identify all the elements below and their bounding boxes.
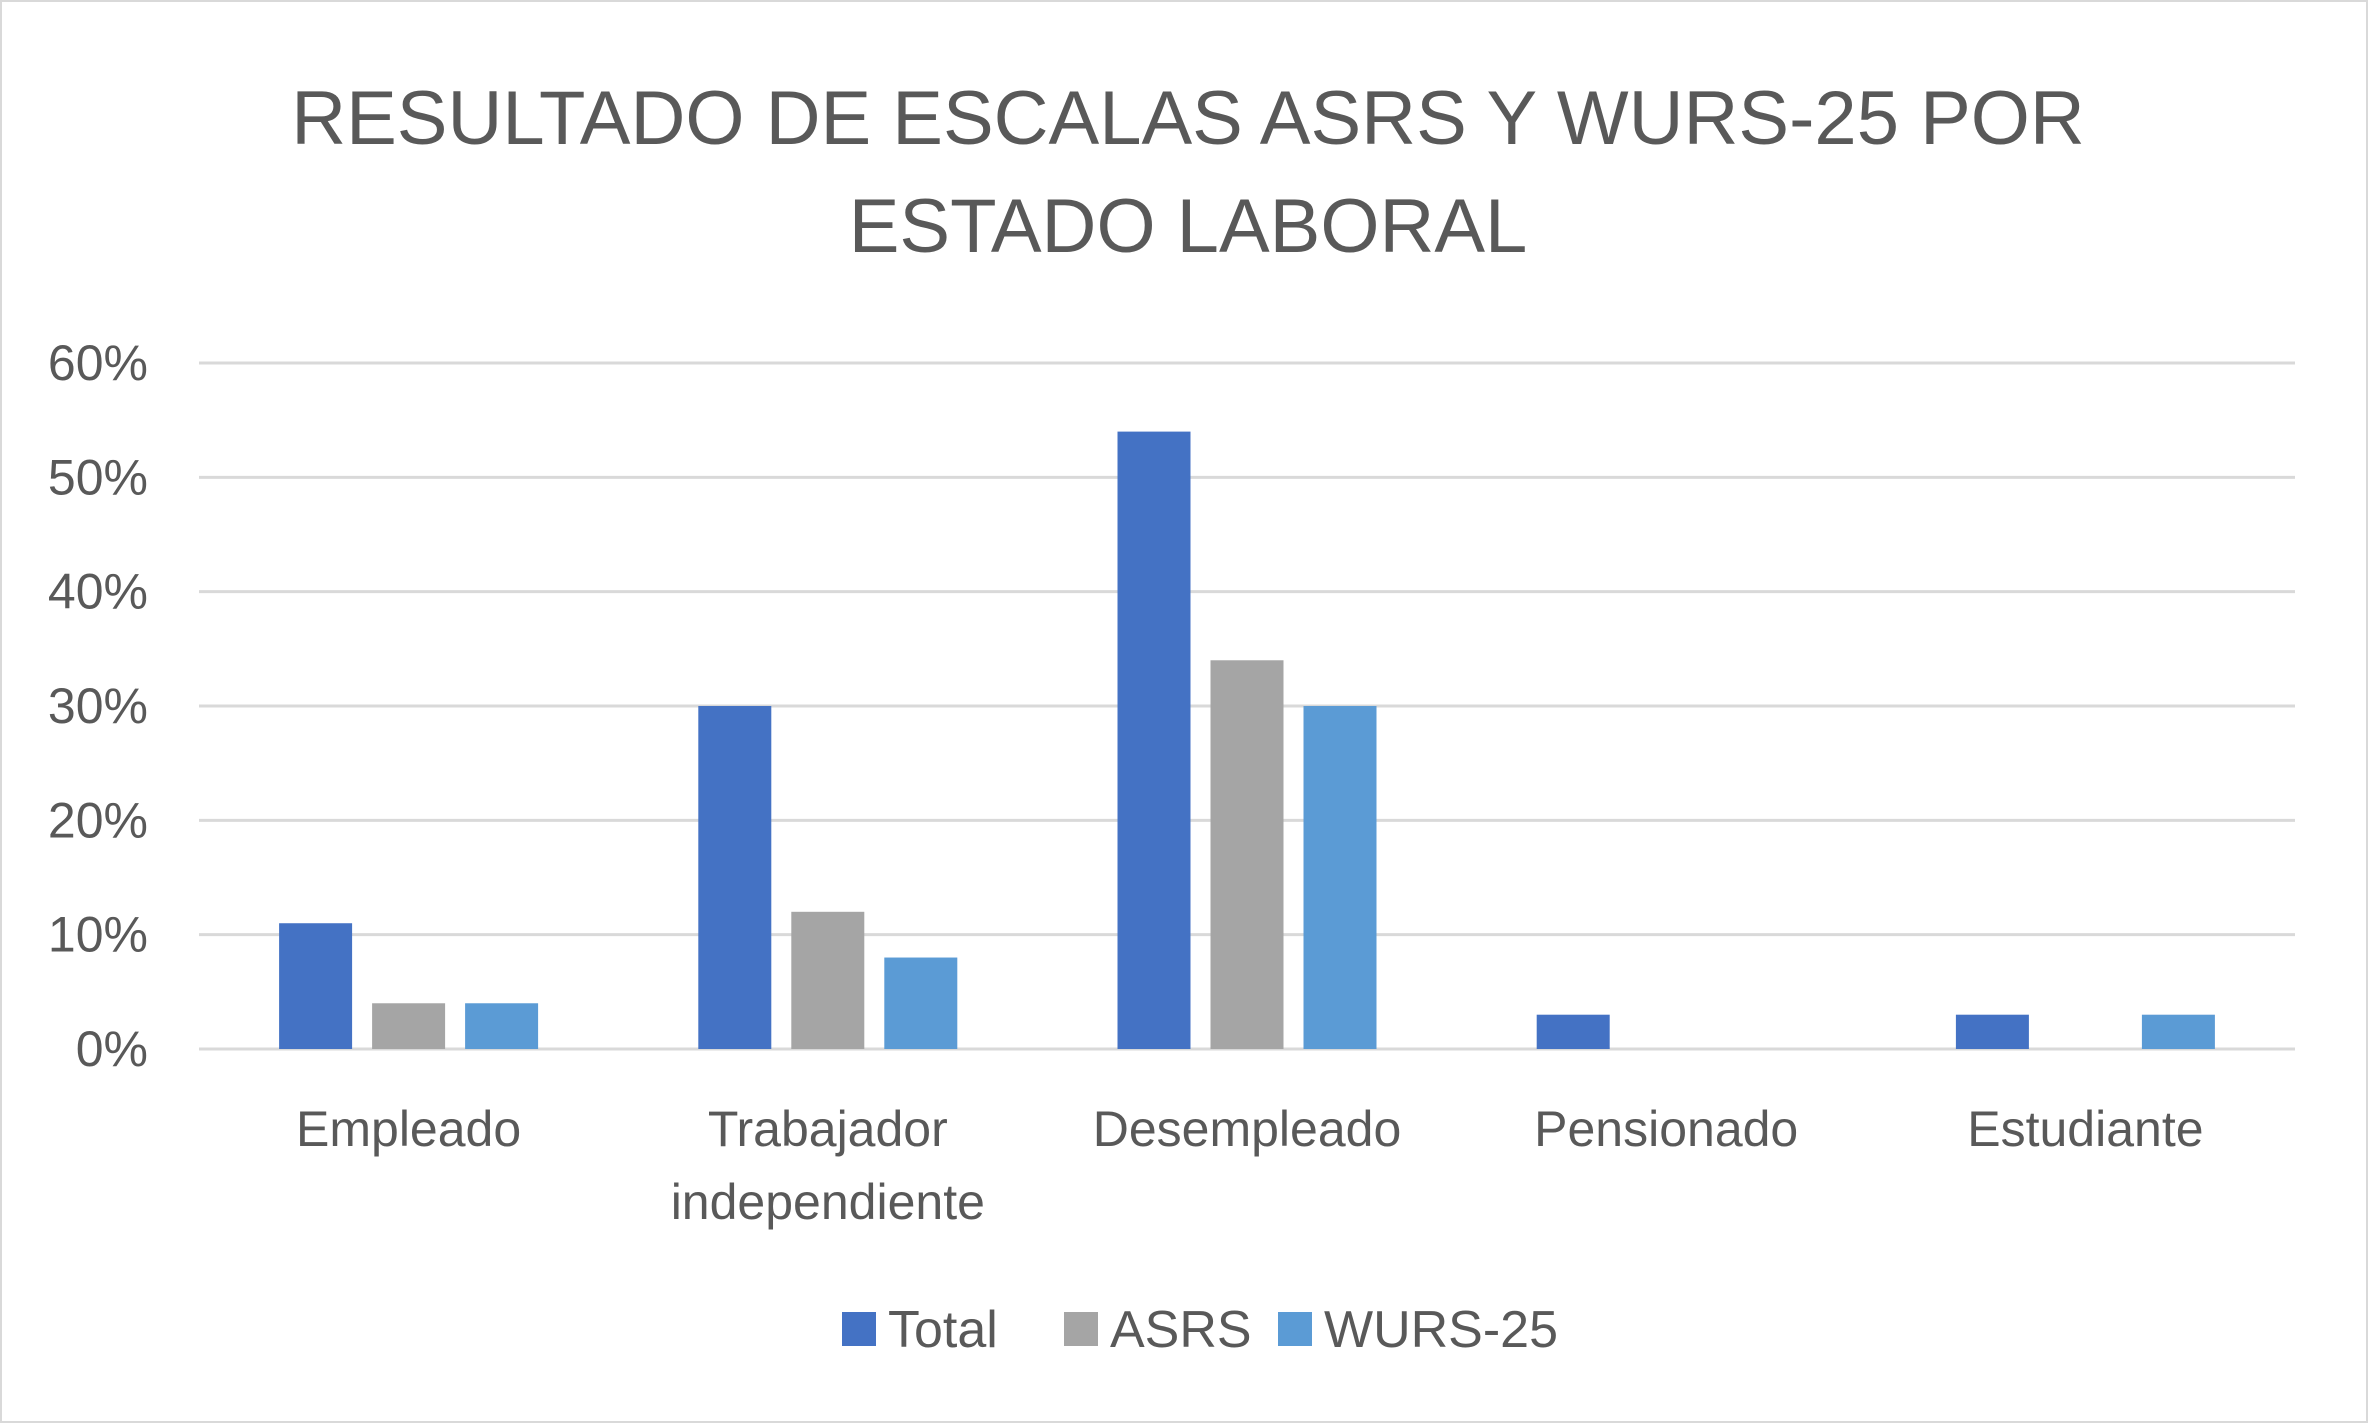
category-label: independiente (671, 1174, 985, 1230)
category-label: Pensionado (1534, 1101, 1798, 1157)
bar-wurs-25 (465, 1003, 539, 1049)
bar-total (1117, 431, 1191, 1050)
bar-asrs (791, 911, 865, 1049)
category-label: Estudiante (1967, 1101, 2203, 1157)
bars (279, 431, 2215, 1050)
y-tick-label: 30% (48, 678, 148, 734)
bar-asrs (372, 1003, 446, 1049)
bar-total (1536, 1014, 1610, 1049)
y-tick-label: 20% (48, 792, 148, 848)
legend-label-asrs: ASRS (1110, 1301, 1252, 1359)
legend-label-wurs-25: WURS-25 (1324, 1301, 1558, 1359)
y-tick-label: 60% (48, 335, 148, 391)
y-tick-label: 50% (48, 449, 148, 505)
y-tick-label: 0% (76, 1021, 148, 1077)
legend-swatch-asrs (1064, 1312, 1098, 1346)
legend-swatch-total (842, 1312, 876, 1346)
chart-title-line-1: RESULTADO DE ESCALAS ASRS Y WURS-25 POR (291, 76, 2085, 161)
bar-wurs-25 (2141, 1014, 2215, 1049)
bar-total (698, 706, 772, 1049)
bar-wurs-25 (884, 957, 958, 1049)
legend: Total ASRS WURS-25 (842, 1301, 1558, 1359)
legend-label-total: Total (888, 1301, 998, 1359)
bar-total (279, 923, 353, 1049)
y-tick-label: 10% (48, 907, 148, 963)
legend-swatch-wurs-25 (1278, 1312, 1312, 1346)
category-label: Empleado (296, 1101, 521, 1157)
chart-title-line-2: ESTADO LABORAL (849, 184, 1528, 269)
bar-wurs-25 (1303, 706, 1377, 1049)
bar-asrs (1210, 660, 1284, 1049)
y-axis-ticks: 0% 10% 20% 30% 40% 50% 60% (48, 335, 148, 1077)
y-tick-label: 40% (48, 564, 148, 620)
chart-title: RESULTADO DE ESCALAS ASRS Y WURS-25 POR … (291, 76, 2085, 269)
category-label: Desempleado (1093, 1101, 1402, 1157)
x-axis-categories: Empleado Trabajador independiente Desemplea… (296, 1101, 2204, 1230)
category-label: Trabajador (708, 1101, 948, 1157)
bar-total (1955, 1014, 2029, 1049)
